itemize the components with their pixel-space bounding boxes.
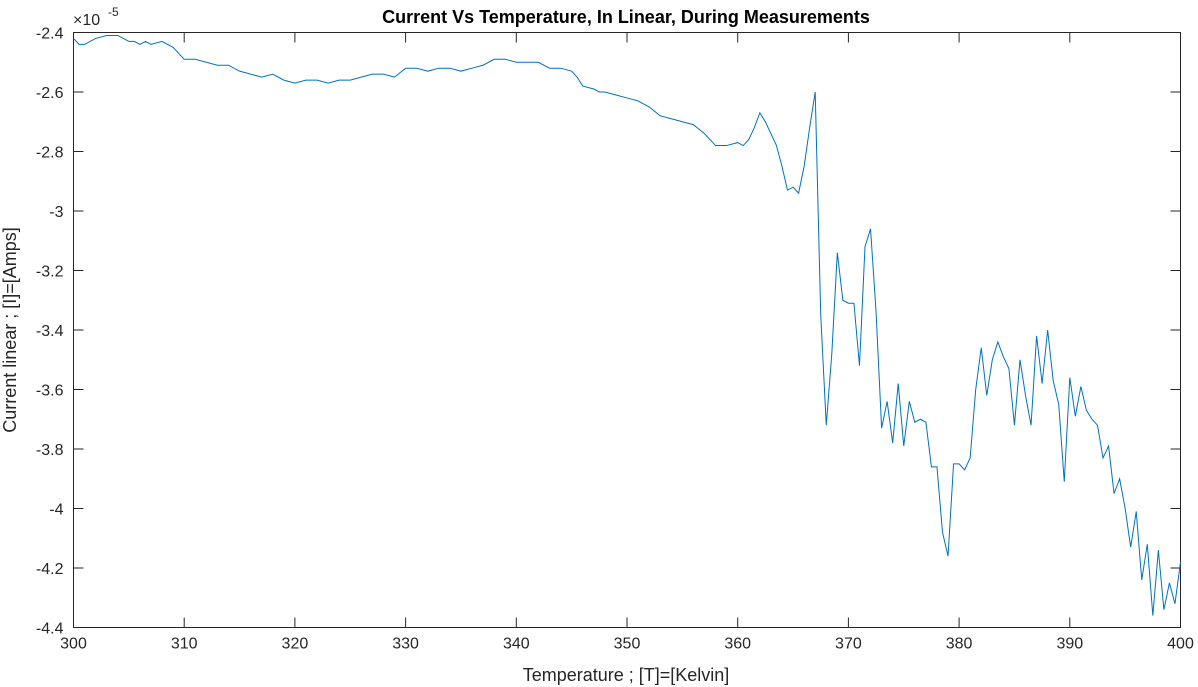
x-tick-label: 340 bbox=[503, 636, 530, 653]
y-tick-label: -2.6 bbox=[36, 85, 64, 102]
x-tick-label: 400 bbox=[1167, 636, 1194, 653]
y-tick-label: -4 bbox=[49, 502, 63, 519]
x-tick-label: 350 bbox=[614, 636, 641, 653]
x-axis: 300 310 320 330 340 350 360 370 380 390 400 bbox=[60, 32, 1194, 653]
x-tick-label: 330 bbox=[392, 636, 419, 653]
y-tick-label: -3.6 bbox=[36, 383, 64, 400]
x-tick-label: 320 bbox=[282, 636, 309, 653]
y-exponent-label: ×10 -5 bbox=[73, 5, 119, 29]
y-exponent-power: -5 bbox=[108, 5, 119, 19]
y-axis: -2.4 -2.6 -2.8 -3 -3.2 -3.4 -3.6 -3.8 -4 -4.2 -4.4 bbox=[36, 26, 1181, 638]
x-tick-label: 310 bbox=[171, 636, 198, 653]
y-tick-label: -2.4 bbox=[36, 26, 64, 43]
x-tick-label: 360 bbox=[724, 636, 751, 653]
y-tick-label: -3.8 bbox=[36, 442, 64, 459]
y-exponent-base: ×10 bbox=[73, 12, 100, 29]
y-tick-label: -3.2 bbox=[36, 264, 64, 281]
series-line-current bbox=[73, 34, 1181, 616]
y-tick-label: -2.8 bbox=[36, 145, 64, 162]
chart-title: Current Vs Temperature, In Linear, Durin… bbox=[382, 7, 870, 27]
y-axis-label: Current linear ; [I]=[Amps] bbox=[0, 227, 20, 433]
x-axis-label: Temperature ; [T]=[Kelvin] bbox=[523, 665, 730, 685]
y-tick-label: -3.4 bbox=[36, 323, 64, 340]
y-tick-label: -4.2 bbox=[36, 561, 64, 578]
y-tick-label: -3 bbox=[49, 204, 63, 221]
plot-area-frame bbox=[73, 32, 1181, 628]
x-tick-label: 380 bbox=[946, 636, 973, 653]
x-tick-label: 390 bbox=[1056, 636, 1083, 653]
x-tick-label: 300 bbox=[60, 636, 87, 653]
y-tick-label: -4.4 bbox=[36, 621, 64, 638]
x-tick-label: 370 bbox=[835, 636, 862, 653]
